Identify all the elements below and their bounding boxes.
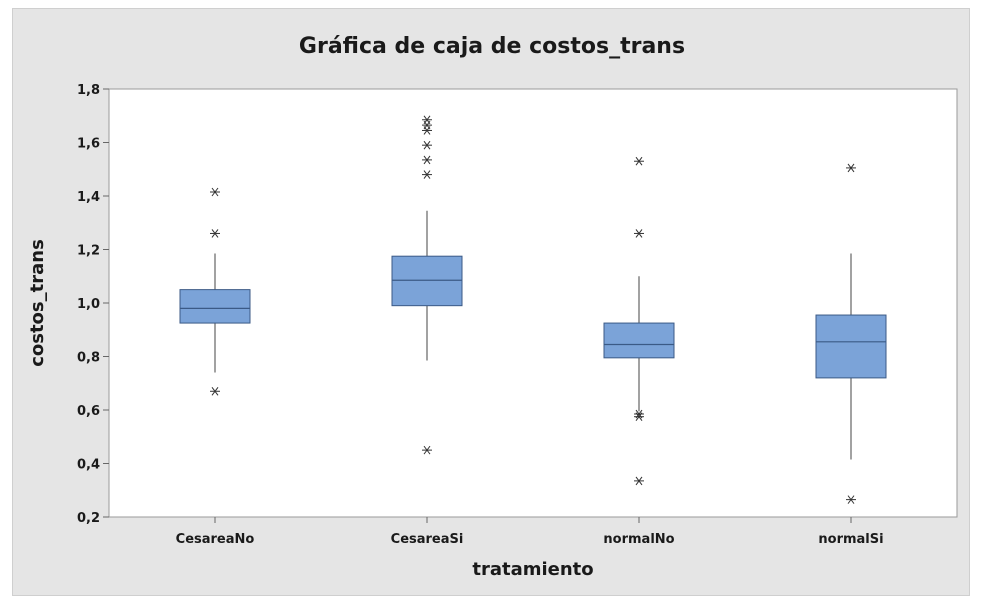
x-tick-label: normalSi [818,532,883,547]
boxplot-chart: Gráfica de caja de costos_trans 0,20,40,… [27,34,958,580]
box-iqr [391,255,463,307]
y-tick-label: 1,6 [77,137,100,152]
outlier-marker [846,163,856,173]
x-tick-label: CesareaNo [176,532,255,547]
outlier-marker [210,229,220,238]
outlier-marker [634,476,644,486]
y-tick-label: 1,2 [77,244,100,259]
y-axis-label: costos_trans [27,239,48,367]
y-tick-label: 0,2 [77,511,100,526]
y-tick-label: 0,8 [77,351,100,366]
box-iqr [603,322,675,359]
x-axis: CesareaNo CesareaSi normalNo normalSi [176,517,884,547]
y-tick-label: 0,6 [77,404,100,419]
y-axis: 0,2 0,4 0,6 0,8 1,0 1,2 1,4 1,6 1,8 [77,83,109,526]
y-tick-label: 0,4 [77,458,100,473]
y-tick-label: 1,0 [77,297,100,312]
y-tick-label: 1,4 [77,190,100,205]
outlier-marker [422,155,432,165]
outlier-marker [422,115,432,125]
box-group-normalNo [603,156,675,486]
x-tick-label: CesareaSi [391,532,464,547]
outlier-marker [634,156,644,166]
outlier-marker [210,187,220,197]
box-iqr [815,314,887,379]
x-tick-label: normalNo [603,532,674,547]
box-group-CesareaSi [391,115,463,455]
outlier-marker [846,495,856,504]
box-group-normalSi [815,163,887,504]
boxes [179,115,887,504]
box-iqr [179,289,251,324]
y-tick-label: 1,8 [77,83,100,98]
outlier-marker [422,140,432,150]
chart-frame: Gráfica de caja de costos_trans 0,2 0,4 0,… [12,8,970,596]
outlier-marker [634,229,644,238]
outlier-marker [422,170,432,179]
box-group-CesareaNo [179,187,251,396]
chart-title: Gráfica de caja de costos_trans [299,34,685,59]
x-axis-label: tratamiento [472,559,593,580]
outlier-marker [634,409,644,419]
outlier-marker [422,445,432,455]
outlier-marker [210,386,220,396]
